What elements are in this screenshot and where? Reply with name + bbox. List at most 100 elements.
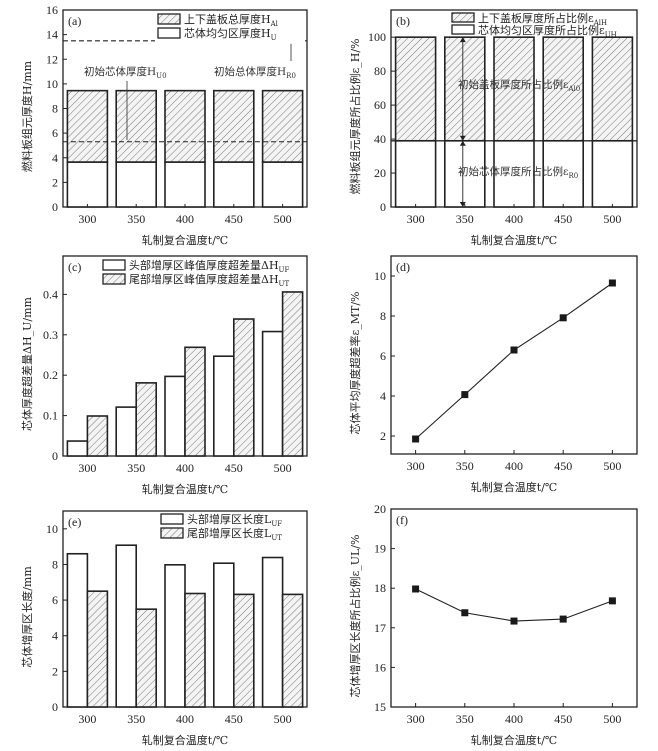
panel-f: 15 16 17 18 19 20 轧制复合温度t/℃ 芯体增厚区长度所占比例ε_UL/% (f… <box>348 502 638 747</box>
y-tick-label: 6 <box>52 593 58 607</box>
panel-e: 0 2 4 6 8 10 轧制复合温度t/℃ 芯体增厚区长度/mm (e) 300 350 400 45… <box>20 510 308 747</box>
y-tick-label: 0.1 <box>43 409 58 423</box>
x-tick-label: 350 <box>456 212 474 226</box>
bar-segment-plain <box>213 161 255 208</box>
legend-entry: 头部增厚区峰值厚度超差量ΔHUF <box>129 258 289 274</box>
x-axis-label: 轧制复合温度t/℃ <box>471 233 557 247</box>
y-tick-label: 14 <box>46 28 58 42</box>
annotation-initial-total: 初始总体厚度HR0 <box>214 65 296 80</box>
y-tick-label: 2 <box>52 664 58 678</box>
y-tick-label: 8 <box>52 102 58 116</box>
y-tick-label: 0 <box>52 700 58 714</box>
y-tick-label: 4 <box>52 629 58 643</box>
annotation-initial-core-ratio: 初始芯体厚度所占比例εR0 <box>458 165 578 180</box>
panel-label: (e) <box>68 515 81 529</box>
x-tick-label: 350 <box>127 712 145 726</box>
y-tick-label: 18 <box>374 581 386 595</box>
bar-segment-hatched <box>542 36 585 142</box>
arrow-head-icon <box>459 37 466 43</box>
legend-entry-sub: U <box>271 34 277 42</box>
legend-swatch-plain <box>157 27 181 39</box>
x-tick-label: 400 <box>176 212 194 226</box>
y-tick-label: 20 <box>374 166 386 180</box>
x-tick-label: 350 <box>456 712 474 726</box>
arrow-head-icon <box>459 135 466 141</box>
y-tick-label: 40 <box>374 132 386 146</box>
bar-segment-plain <box>66 161 109 208</box>
y-tick-label: 12 <box>46 52 58 66</box>
bar-segment-hatched <box>394 36 437 142</box>
x-tick-label: 450 <box>225 712 243 726</box>
bar-segment-hatched <box>591 36 634 142</box>
legend-entry-main: 上下盖板厚度所占比例ε <box>478 11 594 25</box>
panel-d: 2 4 6 8 10 轧制复合温度t/℃ 芯体平均厚度超差率ε_MT/% (d) 300 350 4… <box>348 255 638 494</box>
bar-plain <box>164 375 186 457</box>
y-tick-label: 60 <box>374 98 386 112</box>
annotation-initial-core-ratio-sub: R0 <box>568 172 578 180</box>
x-tick-label: 300 <box>407 212 425 226</box>
legend-entry-sub: AlH <box>593 19 607 27</box>
arrow-head-icon <box>459 202 466 207</box>
y-axis-label: 芯体厚度超差量ΔH_U/mm <box>20 296 34 430</box>
bar-plain <box>261 556 284 708</box>
x-tick-label: 450 <box>225 461 243 475</box>
y-tick-label: 8 <box>52 557 58 571</box>
legend-entry-main: 芯体均匀区厚度所占比例ε <box>478 23 605 37</box>
annotation-initial-core-ratio-main: 初始芯体厚度所占比例ε <box>458 165 568 178</box>
data-point-marker <box>559 314 567 322</box>
data-point-marker <box>461 609 469 617</box>
annotation-initial-core: 初始芯体厚度HU0 <box>84 65 167 80</box>
x-tick-label: 300 <box>78 712 96 726</box>
x-tick-label: 400 <box>176 712 194 726</box>
legend-entry-main: 头部增厚区峰值厚度超差量ΔH <box>129 258 279 272</box>
y-tick-label: 19 <box>374 542 386 556</box>
x-axis-label: 轧制复合温度t/℃ <box>142 482 228 496</box>
bar-segment-plain <box>542 139 585 208</box>
bar-segment-plain <box>261 161 304 208</box>
panel-label: (c) <box>68 260 81 274</box>
panel-label: (d) <box>396 260 410 274</box>
y-tick-label: 8 <box>380 309 386 323</box>
series-line <box>415 282 613 440</box>
y-tick-label: 4 <box>380 389 386 403</box>
legend-entry: 芯体均匀区厚度所占比例εUH <box>478 23 617 39</box>
legend-entry: 尾部增厚区峰值厚度超差量ΔHUT <box>129 272 289 288</box>
data-point-marker <box>412 435 420 443</box>
y-tick-label: 10 <box>46 522 58 536</box>
legend-entry-sub: UT <box>271 534 282 542</box>
x-axis-label: 轧制复合温度t/℃ <box>471 733 557 747</box>
x-tick-label: 300 <box>407 712 425 726</box>
y-tick-label: 0 <box>380 200 386 214</box>
y-axis-label: 芯体增厚区长度所占比例ε_UL/% <box>348 535 362 698</box>
x-tick-label: 350 <box>456 459 474 473</box>
annotation-initial-total-sub: R0 <box>286 72 296 80</box>
legend-entry-sub: Al <box>270 20 279 28</box>
bar-segment-plain <box>115 161 157 208</box>
legend-entry: 尾部增厚区长度LUT <box>187 526 282 542</box>
x-tick-label: 300 <box>78 212 96 226</box>
x-axis-label: 轧制复合温度t/℃ <box>471 480 557 494</box>
legend-swatch-hatched <box>157 13 181 25</box>
y-axis-label: 燃料板组元厚度H/mm <box>20 60 34 172</box>
x-axis-label: 轧制复合温度t/℃ <box>142 733 228 747</box>
x-tick-label: 500 <box>603 712 621 726</box>
bar-segment-plain <box>394 139 437 208</box>
panel-a: 0 2 4 6 8 10 12 14 16 轧制复合温度t/℃ 燃料板组元厚度H/mm (a) 300 3… <box>20 3 308 247</box>
x-tick-label: 450 <box>225 212 243 226</box>
data-point-marker <box>608 279 616 287</box>
bar-segment-hatched <box>115 89 157 163</box>
legend-entry: 上下盖板总厚度HAl <box>184 12 279 28</box>
bar-hatched <box>233 318 255 457</box>
x-tick-label: 300 <box>407 459 425 473</box>
y-tick-label: 0.2 <box>43 368 58 382</box>
bar-hatched <box>135 608 157 708</box>
panel-c: 0 0.1 0.2 0.3 0.4 轧制复合温度t/℃ 芯体厚度超差量ΔH_U/mm (c) 3… <box>20 255 308 496</box>
arrow-head-icon <box>459 140 466 146</box>
plot-frame <box>390 508 638 708</box>
data-point-marker <box>412 585 420 593</box>
panel-label: (a) <box>68 14 81 28</box>
plot-frame <box>390 255 638 455</box>
bar-hatched <box>184 346 206 457</box>
bar-plain <box>261 330 284 457</box>
bar-segment-plain <box>591 139 634 208</box>
